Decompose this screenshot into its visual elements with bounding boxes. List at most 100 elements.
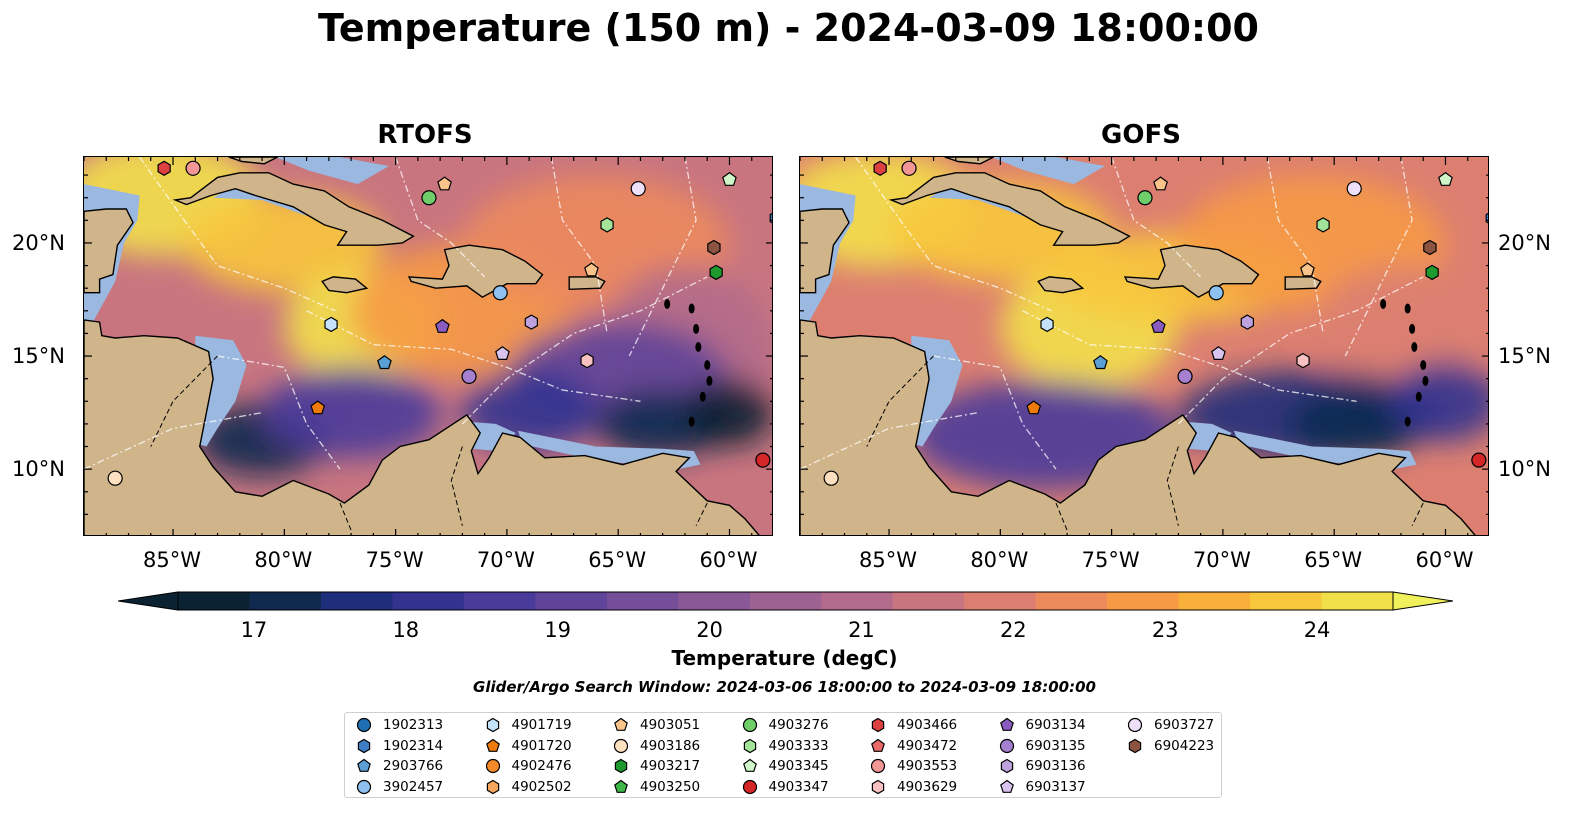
- colorbar-segment: [1035, 592, 1108, 610]
- legend-label: 4903217: [640, 758, 701, 774]
- legend-marker-4901719: [486, 717, 499, 733]
- lon-tick-rtofs-60w: 60°W: [699, 548, 758, 572]
- legend-label: 1902313: [383, 717, 444, 733]
- legend-label: 6903727: [1154, 717, 1215, 733]
- legend-item-4901720: 4901720: [484, 736, 572, 756]
- lon-tick-gofs-75w: 75°W: [1081, 548, 1140, 572]
- island: [1404, 416, 1411, 427]
- lon-tick-gofs-70w: 70°W: [1192, 548, 1251, 572]
- pentagon-marker-icon: [871, 738, 885, 752]
- legend-item-4903186: 4903186: [612, 736, 700, 756]
- land-yucatan: [800, 208, 850, 294]
- legend-item-6903136: 6903136: [998, 756, 1086, 776]
- colorbar-segment: [463, 592, 536, 610]
- colorbar-segment: [1178, 592, 1251, 610]
- legend-item-4903333: 4903333: [741, 736, 829, 756]
- float-marker-2903766: [1093, 355, 1108, 370]
- float-marker-4903345: [722, 171, 737, 186]
- float-marker-4903051: [1300, 262, 1315, 277]
- float-marker-6904223: [1423, 239, 1437, 256]
- legend-item-4903250: 4903250: [612, 777, 700, 797]
- circle-marker-icon: [999, 738, 1014, 753]
- legend-item-4903466: 4903466: [869, 715, 957, 735]
- hexagon-marker-icon: [357, 738, 371, 753]
- float-marker-3902457: [1208, 285, 1224, 301]
- circle-marker-icon: [742, 779, 757, 794]
- colorbar-segment: [964, 592, 1037, 610]
- lat-tick-20n-right: 20°N: [1498, 231, 1551, 255]
- legend-marker-4902476: [485, 758, 500, 774]
- legend-label: 3902457: [383, 778, 444, 795]
- island: [706, 375, 713, 386]
- lon-tick-gofs-80w: 80°W: [970, 548, 1029, 572]
- lon-tick-rtofs-85w: 85°W: [143, 548, 202, 572]
- hexagon-marker-icon: [1000, 758, 1013, 774]
- legend-marker-4903553: [870, 758, 886, 774]
- float-marker-4903333: [1316, 217, 1330, 233]
- lat-tick-15n-right: 15°N: [1498, 344, 1551, 368]
- colorbar-tick-20: 20: [696, 618, 723, 642]
- legend-label: 4903629: [897, 778, 958, 795]
- float-marker-4903217: [709, 264, 723, 281]
- island: [688, 303, 695, 314]
- float-marker-4903051: [1153, 176, 1168, 191]
- legend-marker-2903766: [357, 758, 371, 772]
- legend-item-4903553: 4903553: [869, 756, 957, 776]
- legend-item-1902313: 1902313: [355, 715, 443, 735]
- float-marker-3902457: [492, 285, 508, 301]
- land-puertorico: [568, 276, 606, 291]
- shelf-bah: [275, 157, 389, 185]
- figure-title: Temperature (150 m) - 2024-03-09 18:00:0…: [317, 6, 1259, 50]
- float-marker-4903347: [755, 452, 771, 468]
- legend-marker-4903347: [742, 779, 757, 794]
- colorbar-segment: [535, 592, 608, 610]
- colorbar-extend-high: [1392, 591, 1454, 611]
- colorbar-tick-21: 21: [848, 618, 875, 642]
- legend-marker-1902313: [356, 717, 372, 733]
- legend-marker-6903135: [999, 738, 1014, 753]
- hexagon-marker-icon: [486, 779, 499, 794]
- float-marker-6903135: [1177, 368, 1193, 385]
- shelf-cuba_s: [213, 188, 334, 223]
- float-marker-4903051: [584, 262, 599, 277]
- float-marker-2903766: [377, 355, 392, 370]
- circle-marker-icon: [1127, 717, 1143, 733]
- legend-label: 4903347: [768, 778, 829, 795]
- float-marker-4903051: [437, 176, 452, 191]
- legend-marker-6903727: [1127, 717, 1143, 733]
- float-marker-4903466: [873, 160, 887, 176]
- gofs-map: [799, 156, 1489, 536]
- colorbar-segment: [606, 592, 679, 610]
- circle-marker-icon: [356, 717, 372, 733]
- panel-title-rtofs: RTOFS: [377, 120, 473, 150]
- island: [1411, 342, 1418, 352]
- legend-item-4903217: 4903217: [612, 756, 700, 776]
- legend-item-4903629: 4903629: [869, 777, 957, 797]
- land-central: [84, 319, 760, 535]
- legend-label: 4903333: [768, 737, 829, 754]
- circle-marker-icon: [742, 717, 757, 733]
- float-marker-4901720: [1026, 400, 1042, 415]
- lon-tick-rtofs-80w: 80°W: [254, 548, 313, 572]
- legend-item-4902476: 4902476: [484, 756, 572, 776]
- legend-label: 4901719: [511, 717, 572, 733]
- legend-item-4903276: 4903276: [741, 715, 829, 735]
- island: [1409, 323, 1416, 334]
- legend-marker-4903629: [871, 779, 885, 794]
- float-marker-6903135: [461, 368, 477, 385]
- legend-label: 4901720: [511, 737, 572, 754]
- legend-marker-4903217: [614, 758, 628, 774]
- legend-marker-1902314: [357, 738, 371, 753]
- float-marker-6903727: [1346, 181, 1362, 197]
- hexagon-marker-icon: [486, 717, 499, 733]
- float-marker-6903134: [434, 318, 450, 333]
- lon-tick-gofs-65w: 65°W: [1304, 548, 1363, 572]
- land-central: [800, 319, 1476, 535]
- float-marker-4903553: [901, 160, 917, 176]
- legend-marker-4903051: [614, 717, 628, 731]
- legend-label: 4903186: [640, 737, 701, 754]
- float-marker-4903276: [421, 190, 437, 206]
- legend-label: 1902314: [383, 737, 444, 754]
- colorbar-label: Temperature (degC): [671, 646, 898, 670]
- legend-marker-6903136: [1000, 758, 1013, 774]
